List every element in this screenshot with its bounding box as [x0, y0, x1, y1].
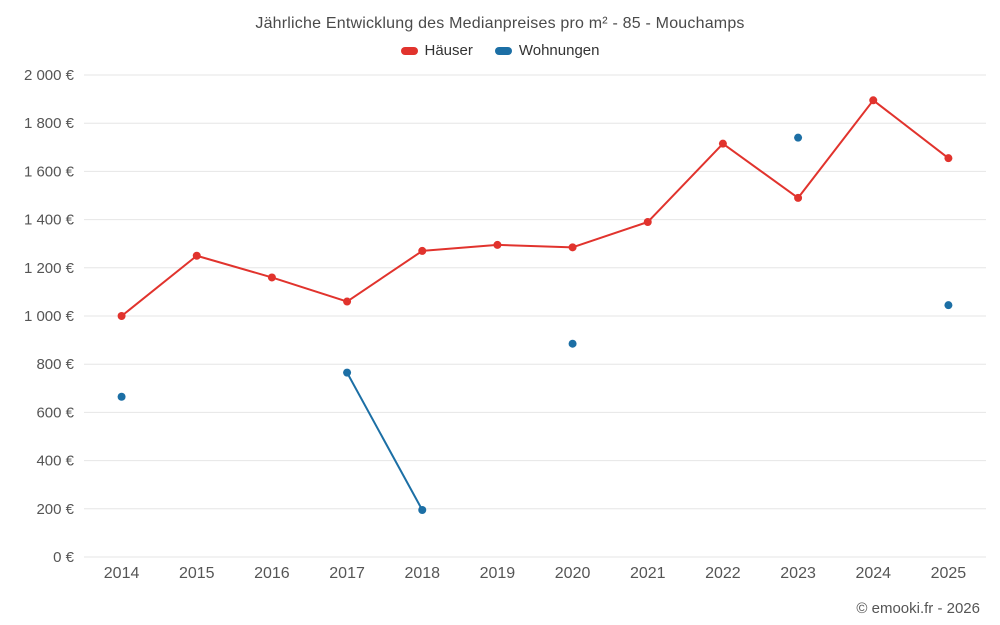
y-tick-label: 600 €	[36, 404, 74, 421]
y-tick-label: 1 600 €	[24, 163, 75, 180]
x-tick-label: 2021	[630, 565, 666, 582]
y-tick-label: 1 200 €	[24, 260, 75, 277]
data-point-0[interactable]	[643, 218, 652, 227]
y-tick-label: 1 000 €	[24, 308, 75, 325]
y-tick-label: 0 €	[53, 549, 75, 566]
data-point-0[interactable]	[794, 193, 803, 202]
legend-item-wohnungen[interactable]: Wohnungen	[494, 42, 600, 59]
x-tick-label: 2019	[480, 565, 516, 582]
data-point-0[interactable]	[493, 240, 502, 249]
x-tick-label: 2025	[931, 565, 967, 582]
y-tick-label: 2 000 €	[24, 67, 75, 84]
x-tick-label: 2014	[104, 565, 140, 582]
legend-label-wohnungen: Wohnungen	[518, 42, 600, 59]
data-point-1[interactable]	[418, 506, 427, 515]
chart-legend: Häuser Wohnungen	[0, 42, 1000, 59]
series-line-1	[346, 371, 424, 512]
data-point-1[interactable]	[794, 133, 803, 142]
y-tick-label: 1 400 €	[24, 212, 75, 229]
copyright-note: © emooki.fr - 2026	[856, 600, 980, 617]
legend-label-haeuser: Häuser	[424, 42, 473, 59]
x-tick-label: 2017	[329, 565, 365, 582]
data-point-0[interactable]	[718, 139, 727, 148]
data-point-1[interactable]	[117, 392, 126, 401]
y-tick-label: 400 €	[36, 453, 74, 470]
x-tick-label: 2023	[780, 565, 816, 582]
x-tick-label: 2018	[404, 565, 440, 582]
y-tick-label: 800 €	[36, 356, 74, 373]
y-tick-label: 1 800 €	[24, 115, 75, 132]
data-point-0[interactable]	[117, 312, 126, 320]
data-point-0[interactable]	[869, 96, 878, 105]
data-point-0[interactable]	[418, 246, 427, 255]
data-point-0[interactable]	[192, 251, 201, 260]
data-point-0[interactable]	[343, 297, 352, 306]
data-point-0[interactable]	[568, 243, 577, 252]
x-tick-label: 2020	[555, 565, 591, 582]
series-line-0	[120, 99, 950, 317]
chart-title: Jährliche Entwicklung des Medianpreises …	[255, 15, 745, 32]
x-tick-label: 2024	[855, 565, 891, 582]
data-point-0[interactable]	[267, 273, 276, 282]
data-point-0[interactable]	[944, 154, 953, 163]
legend-swatch-haeuser	[400, 46, 418, 55]
data-point-1[interactable]	[944, 301, 953, 310]
x-tick-label: 2015	[179, 565, 215, 582]
x-tick-label: 2016	[254, 565, 290, 582]
data-point-1[interactable]	[343, 368, 352, 377]
x-tick-label: 2022	[705, 565, 741, 582]
chart-area: 0 € 200 € 400 € 600 € 800 € 1 000 € 1 200 € 1 4…	[0, 65, 1000, 585]
line-chart: 0 € 200 € 400 € 600 € 800 € 1 000 € 1 200 € 1 4…	[24, 67, 986, 582]
y-tick-label: 200 €	[36, 501, 74, 518]
legend-swatch-wohnungen	[494, 46, 512, 55]
legend-item-haeuser[interactable]: Häuser	[400, 42, 473, 59]
data-point-1[interactable]	[568, 339, 577, 348]
